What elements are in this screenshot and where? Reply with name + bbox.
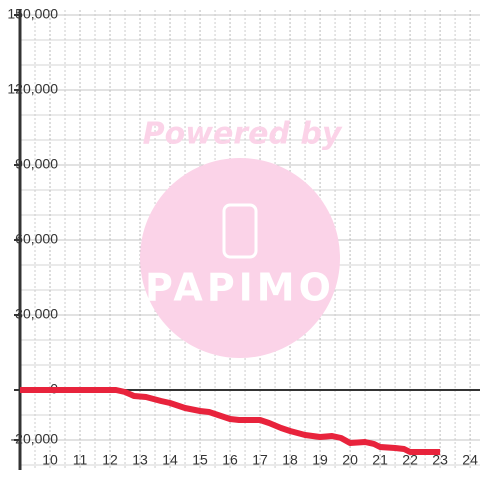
x-tick-label: 15: [192, 452, 208, 468]
x-tick-label: 19: [312, 452, 328, 468]
y-tick-label: 60,000: [15, 231, 58, 247]
watermark-phone: [222, 203, 258, 259]
x-tick-label: 12: [102, 452, 118, 468]
x-tick-label: 16: [222, 452, 238, 468]
x-tick-label: 17: [252, 452, 268, 468]
watermark-logo: PAPIMO: [145, 266, 335, 310]
x-tick-label: 23: [432, 452, 448, 468]
x-tick-label: 22: [402, 452, 418, 468]
line: [20, 387, 441, 455]
y-tick-label: 90,000: [15, 156, 58, 172]
x-tick-label: 14: [162, 452, 178, 468]
x-tick-label: 18: [282, 452, 298, 468]
x-tick-label: 20: [342, 452, 358, 468]
x-tick-label: 13: [132, 452, 148, 468]
x-tick-label: 21: [372, 452, 388, 468]
y-tick-label: -20,000: [11, 431, 59, 447]
x-tick-label: 10: [42, 452, 58, 468]
watermark: Powered by PAPIMO: [140, 117, 343, 358]
y-tick-label: 120,000: [7, 81, 58, 97]
watermark-text: Powered by: [143, 117, 343, 152]
y-tick-label: 30,000: [15, 306, 58, 322]
x-tick-label: 24: [462, 452, 478, 468]
x-tick-label: 11: [73, 452, 88, 468]
y-tick-label: 150,000: [7, 6, 58, 22]
